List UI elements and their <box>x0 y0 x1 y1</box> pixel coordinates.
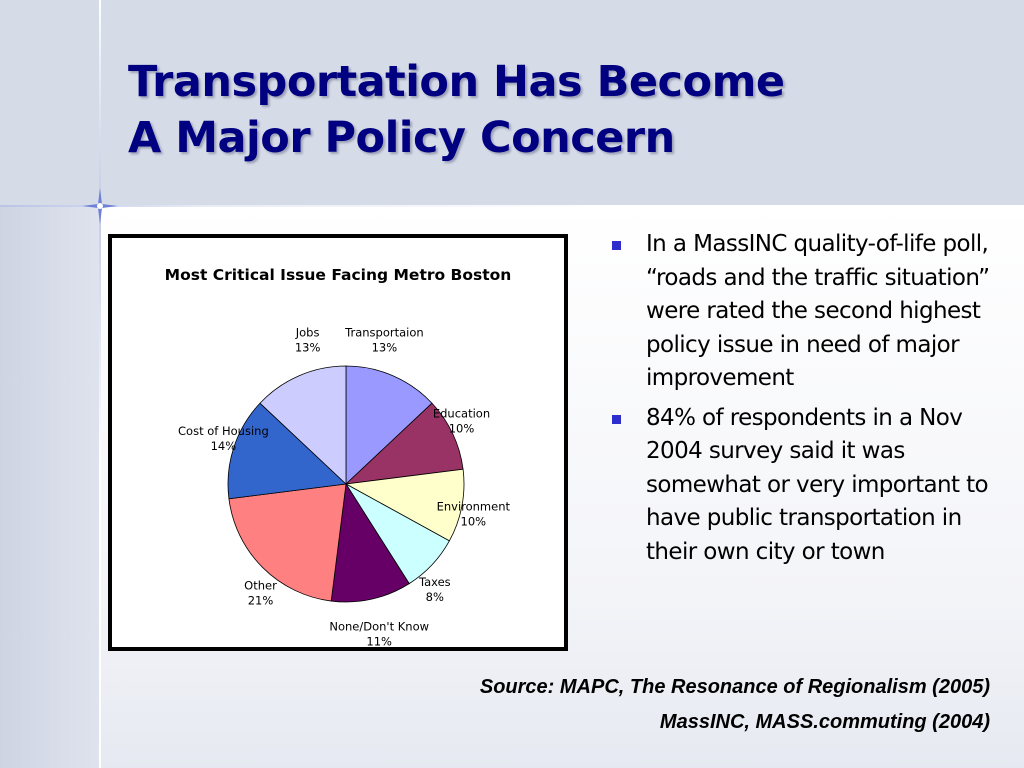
bullet-text: In a MassINC quality-of-life poll, “road… <box>646 231 990 391</box>
title-line-2: A Major Policy Concern <box>128 113 675 163</box>
slice-category-label: Environment <box>437 500 511 514</box>
left-band <box>0 205 100 768</box>
sparkle-icon <box>82 188 118 224</box>
square-bullet-icon <box>612 241 621 250</box>
pie-slice-labels: Transportaion13%Education10%Environment1… <box>178 326 510 648</box>
decorative-vertical-line <box>99 0 101 768</box>
title-line-1: Transportation Has Become <box>128 57 785 107</box>
pie-slices <box>227 365 465 603</box>
slice-percent-label: 10% <box>461 515 487 529</box>
pie-slice-environment <box>344 468 465 542</box>
slice-category-label: Cost of Housing <box>178 424 269 438</box>
slice-category-label: None/Don't Know <box>329 619 429 633</box>
decorative-horizontal-line <box>0 205 1024 207</box>
slide-title: Transportation Has Become A Major Policy… <box>128 54 1008 166</box>
slice-percent-label: 21% <box>248 594 274 608</box>
pie-slice-jobs <box>259 365 347 485</box>
pie-slice-cost-of-housing <box>227 402 347 500</box>
slice-percent-label: 13% <box>295 341 321 355</box>
slice-percent-label: 10% <box>449 421 475 435</box>
slice-category-label: Transportaion <box>344 326 424 340</box>
bullet-text: 84% of respondents in a Nov 2004 survey … <box>646 404 989 565</box>
slice-category-label: Taxes <box>418 575 451 589</box>
pie-slice-other <box>228 483 347 602</box>
slice-category-label: Education <box>433 406 490 420</box>
slice-percent-label: 13% <box>372 341 398 355</box>
pie-slice-education <box>344 402 464 485</box>
pie-chart: Most Critical Issue Facing Metro Boston … <box>165 266 512 648</box>
slice-category-label: Jobs <box>295 326 320 340</box>
slice-percent-label: 8% <box>426 590 444 604</box>
header-band <box>0 0 1024 205</box>
bullet-item: 84% of respondents in a Nov 2004 survey … <box>612 402 1002 570</box>
pie-slice-none-don-t-know <box>330 482 410 603</box>
bullet-item: In a MassINC quality-of-life poll, “road… <box>612 228 1002 396</box>
slice-category-label: Other <box>244 579 277 593</box>
bullet-list: In a MassINC quality-of-life poll, “road… <box>612 228 1002 575</box>
square-bullet-icon <box>612 414 621 424</box>
slice-percent-label: 14% <box>211 439 237 453</box>
pie-slice-transportaion <box>345 365 433 485</box>
source-citation-2: MassINC, MASS.commuting (2004) <box>659 711 990 733</box>
chart-title: Most Critical Issue Facing Metro Boston <box>165 266 512 284</box>
slice-percent-label: 11% <box>366 634 392 647</box>
source-citation-1: Source: MAPC, The Resonance of Regionali… <box>479 676 990 698</box>
pie-chart-frame: Most Critical Issue Facing Metro Boston … <box>108 234 568 651</box>
